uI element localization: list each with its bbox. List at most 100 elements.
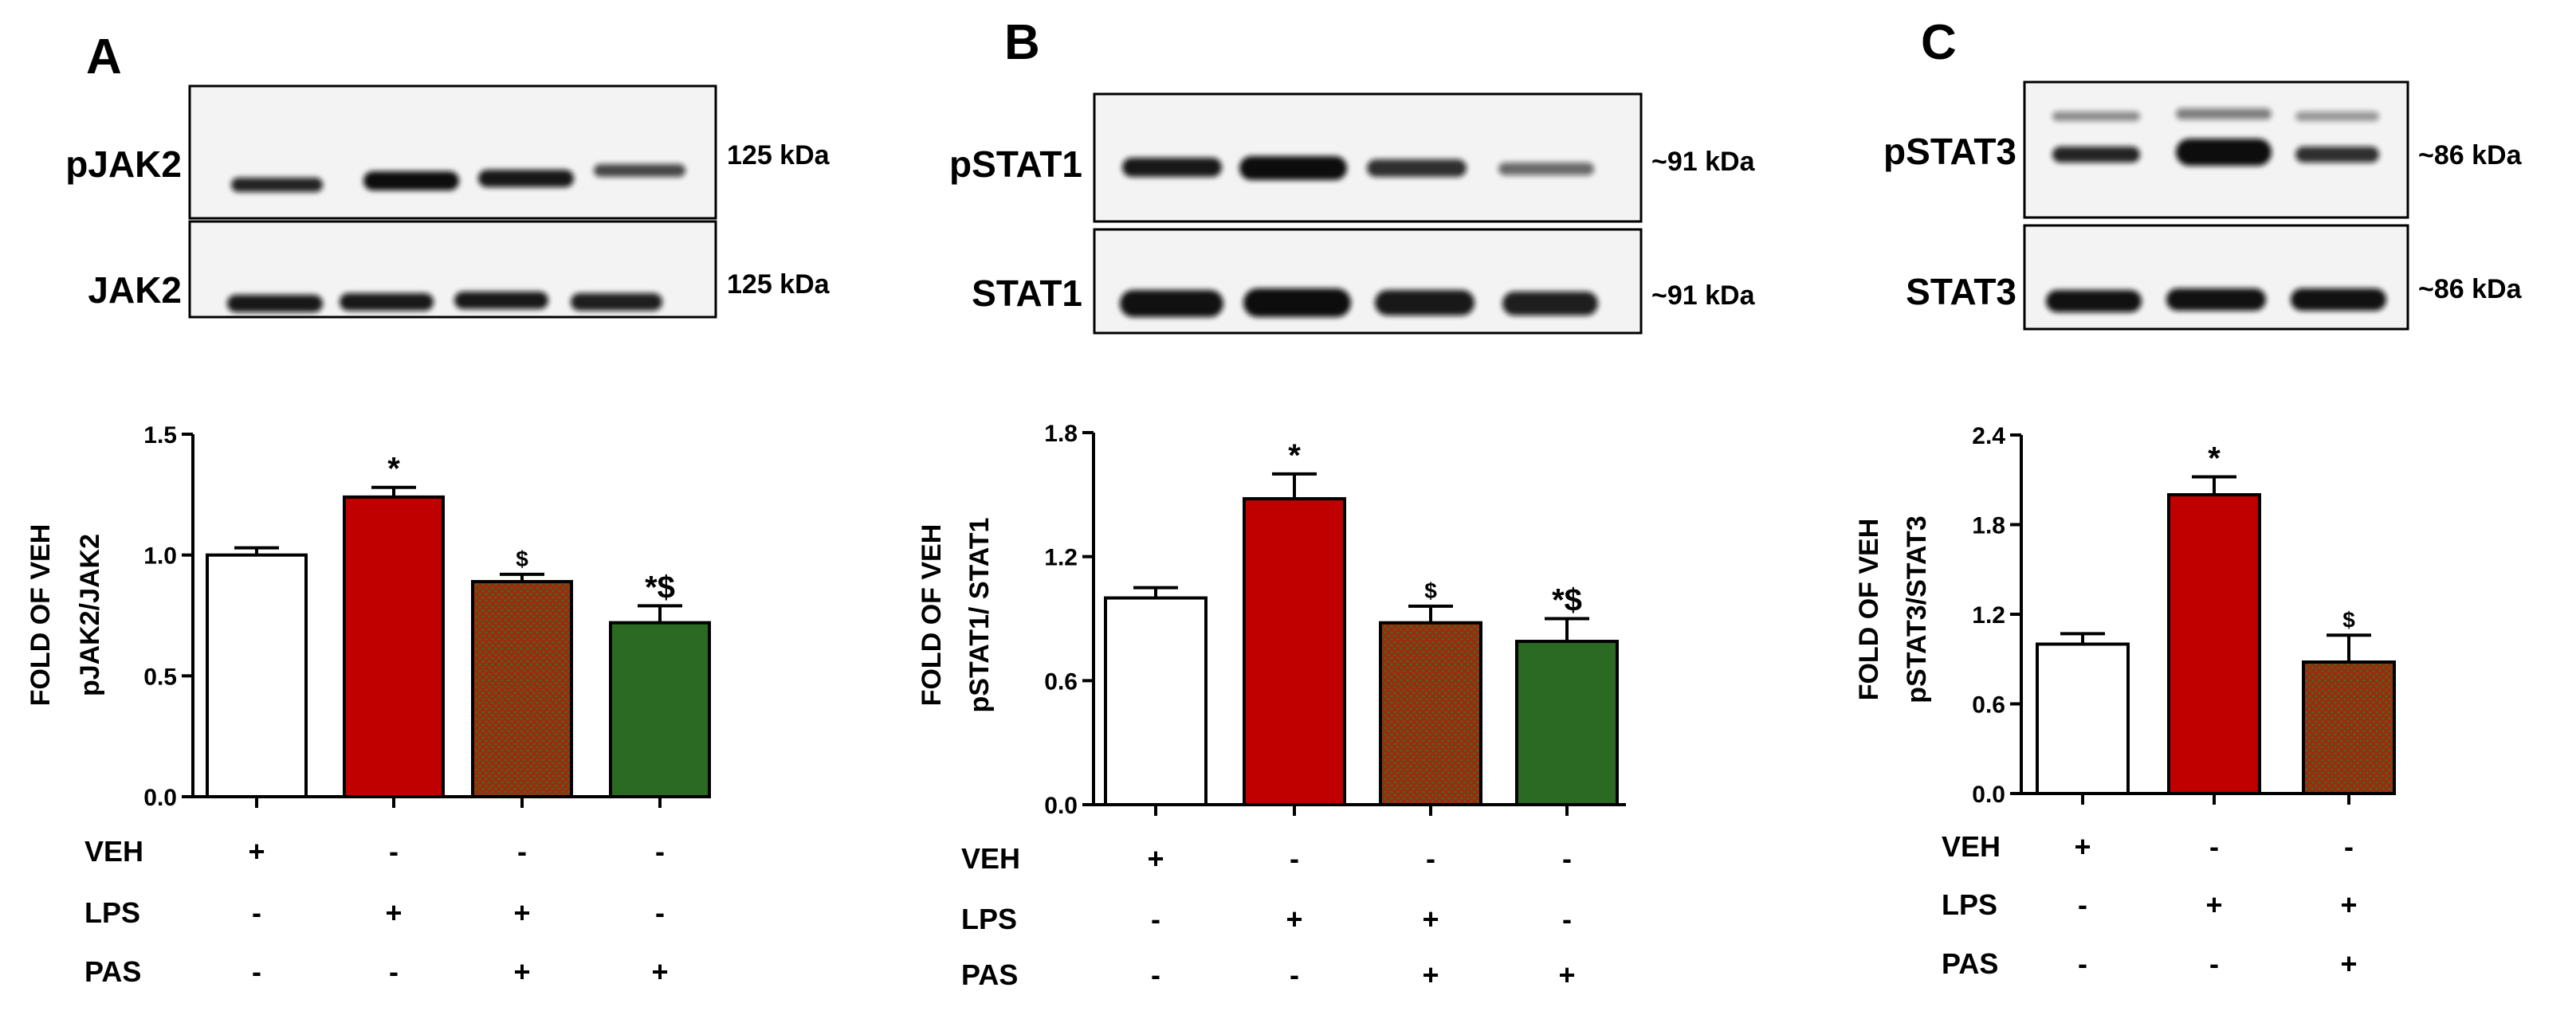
condition-value: + bbox=[1422, 903, 1439, 935]
bar bbox=[206, 553, 308, 799]
condition-value: + bbox=[1147, 842, 1164, 875]
blot-band bbox=[2291, 288, 2386, 311]
blot-band bbox=[594, 164, 685, 177]
blot-band bbox=[571, 293, 662, 311]
blot-band bbox=[2052, 112, 2140, 121]
condition-value: + bbox=[1286, 903, 1302, 935]
blot-kda-label: ~86 kDa bbox=[2418, 274, 2523, 304]
y-tick-label: 0.0 bbox=[143, 785, 177, 811]
y-axis-title: pSTAT3/STAT3 bbox=[1902, 515, 1932, 703]
y-tick-label: 2.4 bbox=[1972, 423, 2005, 449]
significance-marker: * bbox=[387, 452, 400, 487]
condition-value: + bbox=[1558, 958, 1575, 991]
condition-value: - bbox=[389, 835, 399, 868]
condition-table: VEH + - - - LPS - + + - PAS - - + + bbox=[84, 835, 669, 988]
condition-value: - bbox=[1290, 842, 1299, 875]
blot-band bbox=[2052, 147, 2140, 163]
significance-marker: $ bbox=[2342, 607, 2355, 632]
condition-label: PAS bbox=[84, 955, 141, 988]
condition-value: + bbox=[248, 835, 265, 868]
blot-band bbox=[1120, 290, 1223, 317]
condition-value: - bbox=[1426, 842, 1435, 875]
significance-marker: *$ bbox=[1552, 583, 1582, 618]
panel-letter: C bbox=[1921, 15, 1957, 70]
y-axis-title: pSTAT1/ STAT1 bbox=[964, 518, 995, 713]
significance-marker: $ bbox=[1424, 578, 1437, 603]
condition-table: VEH + - - - LPS - + + - PAS - - + + bbox=[961, 842, 1576, 991]
blot-band bbox=[1367, 159, 1467, 177]
bar bbox=[2167, 493, 2261, 795]
blot-label: STAT1 bbox=[972, 272, 1082, 314]
bar bbox=[1243, 497, 1346, 806]
condition-value: - bbox=[2344, 830, 2354, 863]
condition-label: LPS bbox=[1942, 888, 1997, 921]
condition-value: + bbox=[513, 896, 530, 929]
blot-band bbox=[454, 292, 548, 309]
blot-band bbox=[1498, 163, 1594, 175]
condition-value: - bbox=[389, 955, 399, 988]
condition-value: + bbox=[651, 955, 668, 988]
blot-image bbox=[1093, 228, 1643, 335]
bar bbox=[2302, 660, 2396, 795]
bar-chart: 0.0 0.6 1.2 1.8 2.4 FOLD OF VEH pSTAT3/STAT3 * $ bbox=[1854, 423, 2396, 808]
condition-label: VEH bbox=[961, 842, 1020, 875]
blot-kda-label: 125 kDa bbox=[727, 269, 831, 300]
y-tick-label: 1.8 bbox=[1044, 421, 1078, 447]
condition-label: VEH bbox=[1942, 830, 2001, 863]
blot-frame bbox=[2023, 224, 2409, 331]
condition-value: - bbox=[655, 896, 665, 929]
blot-label: STAT3 bbox=[1906, 271, 2016, 312]
y-tick-label: 0.0 bbox=[1972, 782, 2005, 808]
bar bbox=[471, 580, 573, 798]
condition-label: VEH bbox=[84, 835, 143, 868]
blot-band bbox=[2176, 108, 2272, 120]
condition-value: + bbox=[385, 896, 402, 929]
blot-band bbox=[340, 293, 434, 311]
condition-value: - bbox=[1562, 903, 1572, 935]
condition-value: - bbox=[2078, 888, 2087, 921]
condition-label: LPS bbox=[961, 903, 1017, 935]
significance-marker: * bbox=[1288, 438, 1301, 473]
condition-value: + bbox=[513, 955, 530, 988]
condition-label: PAS bbox=[1942, 947, 1998, 980]
condition-value: - bbox=[252, 896, 261, 929]
bar bbox=[343, 495, 445, 798]
blot-image bbox=[188, 220, 717, 319]
blot-band bbox=[2166, 288, 2266, 311]
blot-kda-label: ~91 kDa bbox=[1651, 280, 1756, 311]
blot-band bbox=[2046, 290, 2142, 312]
y-axis-title: pJAK2/JAK2 bbox=[75, 534, 105, 696]
blot-band bbox=[1375, 290, 1475, 315]
condition-value: + bbox=[2340, 888, 2357, 921]
condition-value: + bbox=[2205, 888, 2222, 921]
blot-image bbox=[188, 84, 717, 220]
condition-value: - bbox=[1151, 958, 1160, 991]
condition-value: - bbox=[252, 955, 261, 988]
bar bbox=[609, 621, 711, 798]
blot-band bbox=[478, 170, 574, 187]
blot-band bbox=[1502, 292, 1598, 315]
significance-marker: $ bbox=[516, 547, 528, 571]
blot-band bbox=[2176, 139, 2272, 166]
condition-value: - bbox=[1290, 958, 1299, 991]
y-tick-label: 0.5 bbox=[143, 664, 177, 690]
y-tick-label: 1.5 bbox=[143, 422, 177, 449]
condition-label: PAS bbox=[961, 958, 1018, 991]
blot-kda-label: 125 kDa bbox=[727, 140, 831, 170]
y-axis-title: FOLD OF VEH bbox=[1854, 519, 1884, 701]
y-axis-title: FOLD OF VEH bbox=[917, 524, 947, 707]
condition-value: + bbox=[1422, 958, 1439, 991]
y-tick-label: 1.2 bbox=[1972, 602, 2005, 629]
blot-image bbox=[2023, 224, 2409, 331]
blot-band bbox=[231, 178, 323, 192]
significance-marker: *$ bbox=[645, 570, 675, 605]
blot-image bbox=[1093, 92, 1643, 223]
y-tick-label: 1.0 bbox=[143, 543, 177, 570]
